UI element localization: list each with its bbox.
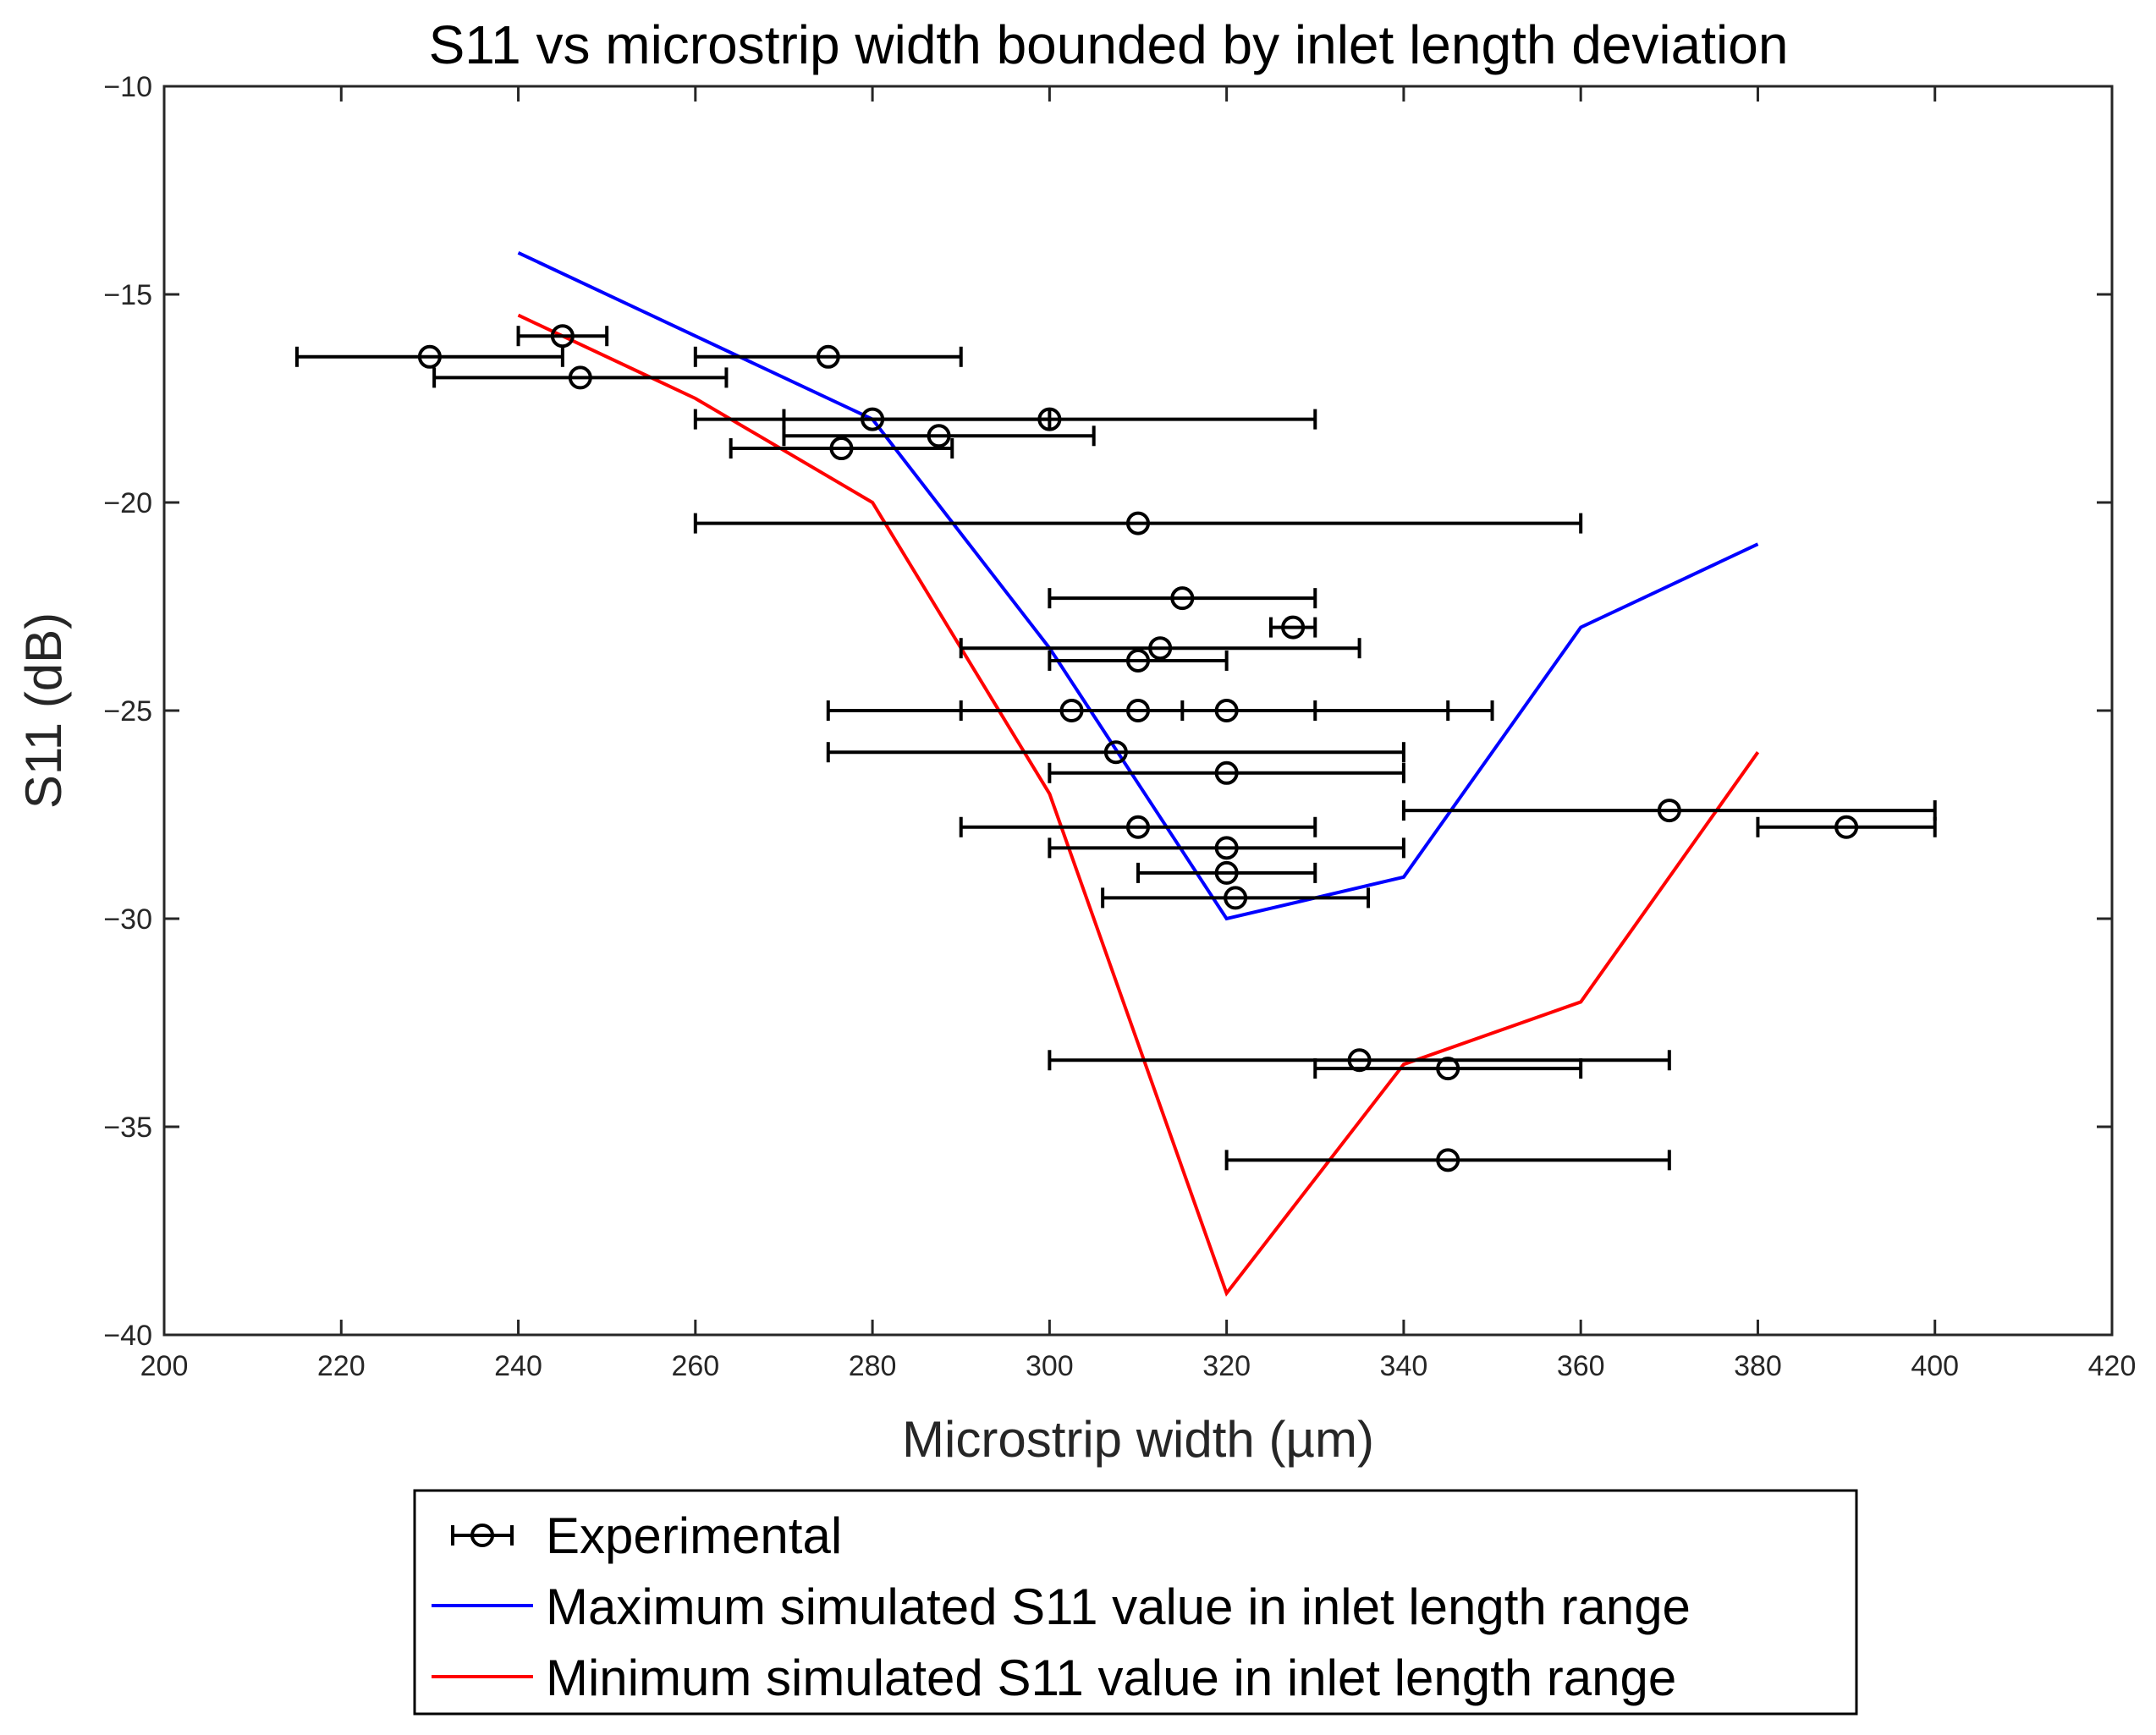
data-marker bbox=[1037, 407, 1062, 431]
x-tick-label: 280 bbox=[849, 1350, 897, 1382]
experimental-point bbox=[1048, 1048, 1671, 1073]
legend-marker-experimental bbox=[451, 1524, 514, 1547]
legend-label-minimum: Minimum simulated S11 value in inlet len… bbox=[546, 1650, 1676, 1706]
experimental-point bbox=[1401, 799, 1937, 823]
x-tick-label: 400 bbox=[1911, 1350, 1959, 1382]
y-tick-label: −25 bbox=[103, 695, 152, 727]
data-marker bbox=[1103, 740, 1128, 765]
data-marker bbox=[417, 344, 442, 369]
data-marker bbox=[927, 424, 951, 448]
data-marker bbox=[1834, 815, 1859, 839]
x-tick-label: 260 bbox=[671, 1350, 719, 1382]
x-tick-label: 220 bbox=[317, 1350, 366, 1382]
experimental-point bbox=[1180, 699, 1494, 722]
data-marker bbox=[829, 436, 854, 461]
experimental-point bbox=[432, 365, 729, 390]
experimental-point bbox=[1313, 1057, 1583, 1081]
experimental-point bbox=[782, 407, 1317, 431]
y-axis-label: S11 (dB) bbox=[15, 612, 72, 809]
x-tick-label: 200 bbox=[140, 1350, 189, 1382]
experimental-point bbox=[1048, 836, 1405, 860]
data-marker bbox=[1214, 860, 1239, 885]
experimental-point bbox=[1048, 648, 1229, 673]
data-marker bbox=[550, 324, 575, 349]
experimental-point bbox=[693, 344, 963, 369]
experimental-point bbox=[1136, 860, 1317, 885]
legend-label-maximum: Maximum simulated S11 value in inlet len… bbox=[546, 1579, 1691, 1635]
data-marker bbox=[816, 344, 840, 369]
experimental-point bbox=[1224, 1148, 1671, 1172]
legend-label-experimental: Experimental bbox=[546, 1507, 842, 1564]
y-tick-label: −35 bbox=[103, 1112, 152, 1144]
data-marker bbox=[1126, 699, 1150, 722]
experimental-point bbox=[1268, 615, 1317, 640]
x-tick-label: 300 bbox=[1026, 1350, 1074, 1382]
experimental-point bbox=[693, 511, 1583, 535]
data-marker bbox=[1126, 648, 1150, 673]
data-marker bbox=[1126, 815, 1150, 839]
data-marker bbox=[1224, 886, 1248, 910]
x-tick-label: 380 bbox=[1734, 1350, 1782, 1382]
y-tick-label: −30 bbox=[103, 903, 152, 936]
y-tick-label: −20 bbox=[103, 487, 152, 519]
data-marker bbox=[1347, 1048, 1372, 1073]
experimental-point bbox=[826, 740, 1405, 765]
data-marker bbox=[1170, 586, 1195, 611]
data-marker bbox=[1281, 615, 1306, 640]
x-axis-label: Microstrip width (µm) bbox=[902, 1411, 1374, 1468]
data-marker bbox=[1126, 511, 1150, 535]
x-tick-label: 420 bbox=[2088, 1350, 2137, 1382]
data-marker bbox=[1436, 1057, 1460, 1081]
experimental-point bbox=[729, 436, 954, 461]
experimental-point bbox=[1048, 760, 1405, 785]
data-marker bbox=[1657, 799, 1681, 823]
experimental-point bbox=[1048, 586, 1317, 611]
min-simulated-line bbox=[517, 313, 1760, 1297]
data-marker bbox=[1148, 636, 1173, 661]
experimental-point bbox=[516, 324, 609, 349]
experimental-point bbox=[1101, 886, 1371, 910]
experimental-point bbox=[959, 815, 1317, 839]
experimental-point bbox=[959, 636, 1361, 661]
data-marker bbox=[568, 365, 592, 390]
experimental-point bbox=[1756, 815, 1937, 839]
y-tick-label: −40 bbox=[103, 1320, 152, 1352]
legend: Experimental Maximum simulated S11 value… bbox=[413, 1489, 1858, 1716]
experimental-errorbars bbox=[294, 324, 1937, 1172]
x-tick-label: 340 bbox=[1380, 1350, 1428, 1382]
data-marker bbox=[1214, 836, 1239, 860]
data-marker bbox=[1436, 1148, 1460, 1172]
experimental-point bbox=[294, 344, 564, 369]
legend-box bbox=[413, 1489, 1858, 1716]
data-marker bbox=[1214, 760, 1239, 785]
x-tick-label: 320 bbox=[1202, 1350, 1251, 1382]
axis-ticks: 200 220 240 260 280 300 320 340 360 380 400 420 −40 −… bbox=[103, 71, 2136, 1382]
x-tick-label: 240 bbox=[494, 1350, 542, 1382]
y-tick-label: −10 bbox=[103, 71, 152, 103]
chart-title: S11 vs microstrip width bounded by inlet… bbox=[429, 14, 1789, 75]
data-marker bbox=[1214, 699, 1239, 722]
x-tick-label: 360 bbox=[1557, 1350, 1605, 1382]
y-tick-label: −15 bbox=[103, 279, 152, 311]
experimental-point bbox=[782, 424, 1096, 448]
